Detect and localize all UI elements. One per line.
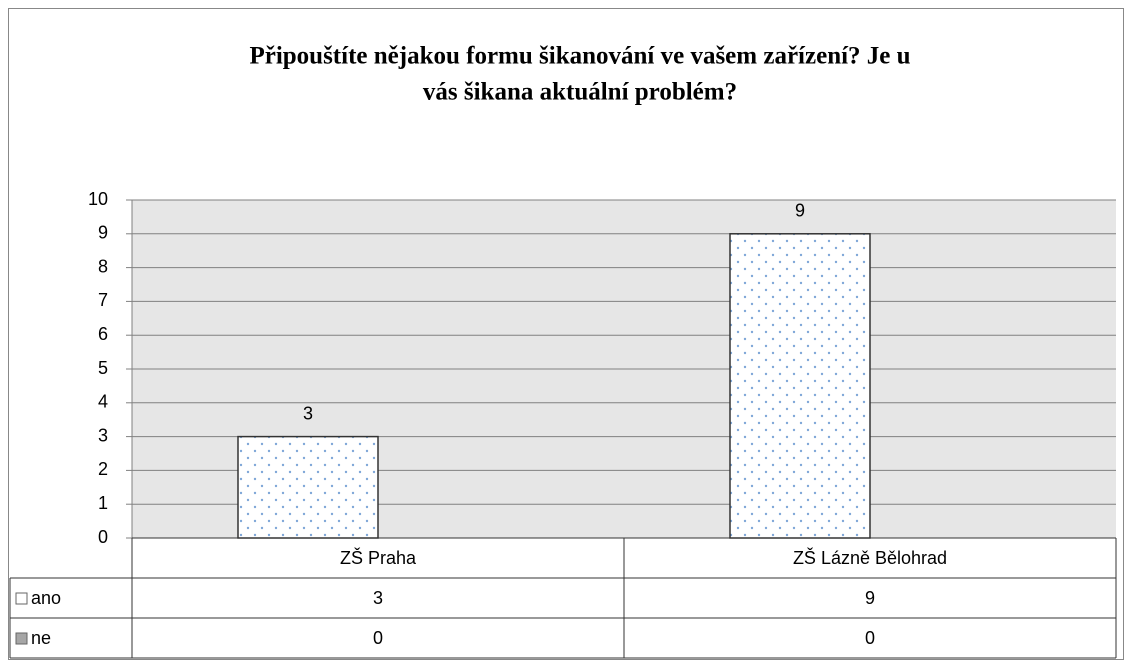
bar — [729, 233, 871, 539]
legend-label: ne — [31, 628, 51, 648]
table-value: 3 — [373, 588, 383, 608]
bar — [237, 435, 379, 539]
data-label: 9 — [795, 201, 805, 221]
legend-label: ano — [31, 588, 61, 608]
table-value: 0 — [865, 628, 875, 648]
table-value: 0 — [373, 628, 383, 648]
y-tick-label: 10 — [88, 189, 108, 209]
y-tick-label: 5 — [98, 358, 108, 378]
data-label: 3 — [303, 403, 313, 423]
category-label: ZŠ Praha — [340, 547, 417, 568]
y-tick-label: 2 — [98, 459, 108, 479]
y-tick-label: 9 — [98, 223, 108, 243]
y-tick-label: 8 — [98, 256, 108, 276]
y-tick-label: 1 — [98, 493, 108, 513]
chart-title: vás šikana aktuální problém? — [423, 79, 737, 106]
chart-title: Připouštíte nějakou formu šikanování ve … — [249, 43, 910, 70]
category-label: ZŠ Lázně Bělohrad — [793, 547, 947, 568]
y-tick-label: 6 — [98, 324, 108, 344]
legend-swatch — [15, 632, 28, 645]
y-tick-label: 7 — [98, 290, 108, 310]
table-value: 9 — [865, 588, 875, 608]
y-tick-label: 0 — [98, 527, 108, 547]
y-tick-label: 3 — [98, 425, 108, 445]
y-tick-label: 4 — [98, 392, 108, 412]
legend-swatch — [15, 592, 28, 605]
